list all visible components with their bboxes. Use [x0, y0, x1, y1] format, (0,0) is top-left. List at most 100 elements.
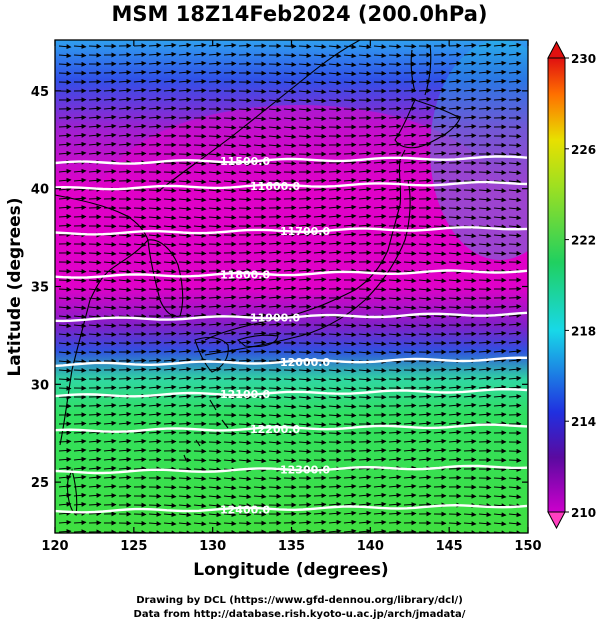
wind-arrow [268, 152, 282, 158]
wind-arrow [463, 105, 477, 111]
wind-arrow [133, 251, 147, 257]
wind-arrow [193, 224, 207, 230]
wind-arrow [208, 143, 222, 149]
wind-arrow [238, 412, 252, 418]
wind-arrow [88, 511, 102, 517]
wind-arrow [58, 296, 72, 302]
wind-arrow [133, 151, 147, 157]
wind-arrow [163, 439, 177, 445]
wind-arrow [103, 251, 117, 257]
wind-arrow [133, 96, 147, 102]
wind-arrow [418, 79, 432, 85]
wind-arrow [283, 98, 297, 104]
wind-arrow [373, 44, 387, 50]
wind-arrow [163, 340, 177, 346]
wind-arrow [208, 152, 222, 158]
wind-arrow [163, 124, 177, 130]
wind-arrow [463, 242, 477, 248]
wind-arrow [403, 511, 417, 517]
wind-arrow [343, 89, 357, 94]
wind-arrow [58, 70, 72, 76]
wind-arrow [88, 349, 102, 355]
wind-arrow [193, 321, 207, 327]
wind-arrow [208, 70, 222, 76]
wind-arrow [478, 87, 492, 93]
wind-arrow [163, 242, 177, 248]
wind-arrow [493, 357, 507, 363]
wind-arrow [358, 368, 372, 374]
wind-arrow [388, 177, 402, 183]
wind-arrow [238, 134, 252, 140]
wind-arrow [388, 123, 402, 129]
wind-arrow [493, 322, 507, 328]
wind-arrow [253, 241, 267, 247]
wind-arrow [133, 142, 147, 148]
wind-arrow [103, 96, 117, 102]
wind-arrow [403, 341, 417, 347]
wind-arrow [298, 267, 312, 273]
wind-arrow [508, 304, 522, 310]
wind-arrow [193, 233, 207, 239]
wind-arrow [73, 268, 87, 274]
wind-arrow [493, 242, 507, 248]
wind-arrow [403, 278, 417, 284]
wind-arrow [508, 366, 522, 372]
wind-arrow [163, 375, 177, 381]
wind-arrow [283, 475, 297, 481]
wind-arrow [103, 168, 117, 174]
wind-arrow [73, 323, 87, 329]
wind-arrow [418, 493, 432, 499]
contour-label: 11800.0 [220, 269, 270, 282]
wind-arrow [328, 204, 342, 210]
wind-arrow [178, 97, 192, 103]
wind-arrow [253, 330, 267, 336]
wind-arrow [193, 304, 207, 310]
wind-arrow [133, 358, 147, 364]
wind-arrow [373, 368, 387, 374]
wind-arrow [328, 240, 342, 246]
wind-arrow [223, 125, 237, 130]
wind-arrow [178, 313, 192, 319]
wind-arrow [508, 348, 522, 354]
wind-arrow [148, 69, 162, 75]
wind-arrow [313, 377, 327, 383]
wind-arrow [148, 349, 162, 355]
wind-arrow [448, 287, 462, 293]
wind-arrow [418, 150, 432, 156]
wind-arrow [313, 350, 327, 356]
wind-arrow [208, 179, 222, 185]
wind-arrow [508, 250, 522, 256]
plot-area: 11500.0 11600.0 11700.0 11800.0 11900.0 12000… [55, 40, 528, 533]
wind-arrow [493, 206, 507, 212]
wind-arrow [463, 69, 477, 75]
wind-arrow [433, 123, 447, 129]
wind-arrow [163, 384, 177, 390]
wind-arrow [508, 88, 522, 94]
wind-arrow [283, 61, 297, 67]
wind-arrow [493, 348, 507, 354]
wind-arrow [313, 124, 327, 130]
wind-arrow [208, 330, 222, 336]
wind-arrow [223, 294, 237, 300]
wind-arrow [448, 151, 462, 157]
wind-arrow [223, 197, 237, 203]
wind-arrow [163, 251, 177, 257]
wind-arrow [253, 134, 267, 140]
wind-arrow [193, 69, 207, 75]
wind-arrow [118, 70, 132, 76]
wind-arrow [268, 70, 282, 76]
wind-arrow [238, 276, 252, 282]
wind-arrow [208, 439, 222, 445]
wind-arrow [343, 323, 357, 329]
wind-arrow [163, 206, 177, 212]
wind-arrow [418, 331, 432, 337]
wind-arrow [133, 78, 147, 84]
wind-arrow [58, 359, 72, 365]
wind-arrow [298, 107, 312, 113]
wind-arrow [208, 232, 222, 238]
wind-arrow [73, 205, 87, 211]
wind-arrow [463, 295, 477, 301]
wind-arrow [208, 161, 222, 167]
wind-arrow [373, 305, 387, 311]
wind-arrow [88, 168, 102, 174]
